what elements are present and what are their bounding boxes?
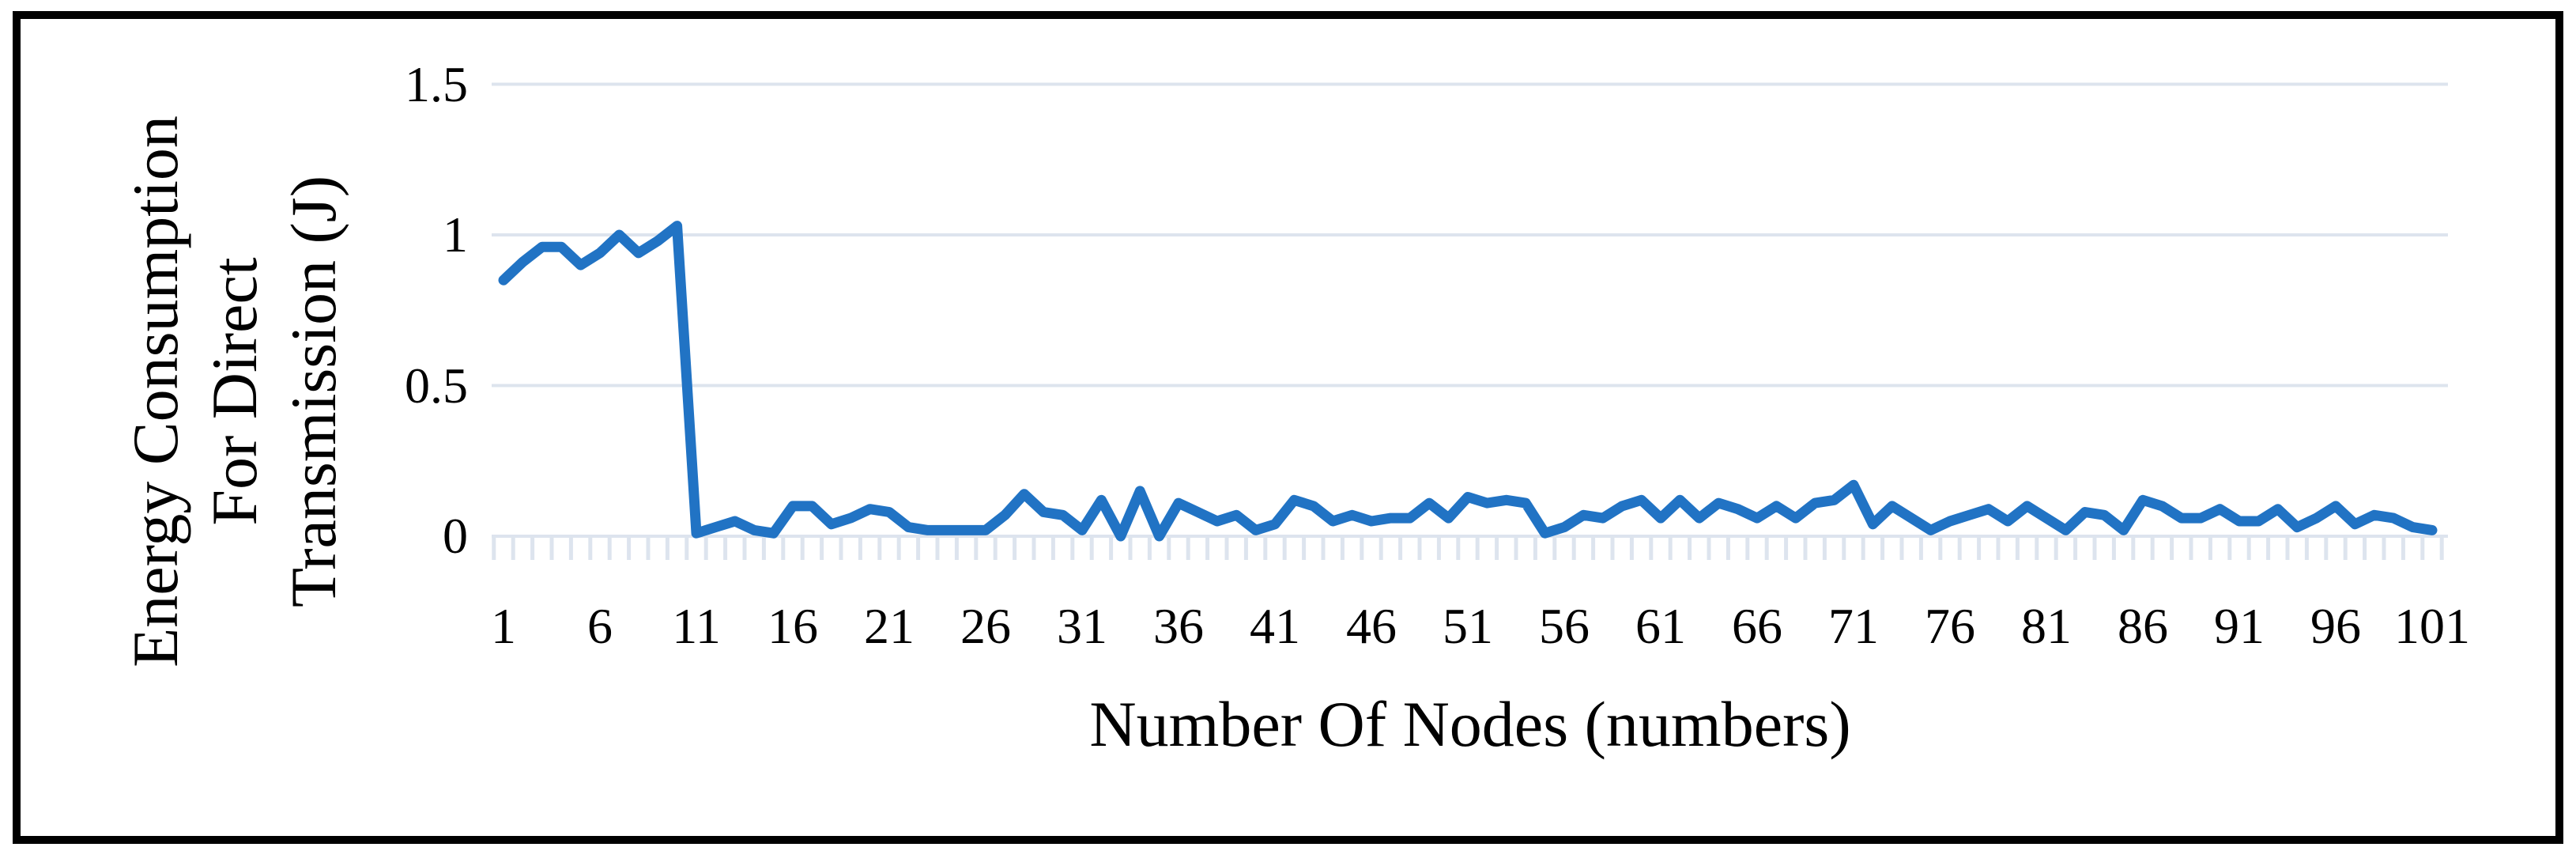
x-tick-label-21: 21 [864,598,915,654]
figure-border [13,11,2563,844]
x-tick-label-91: 91 [2214,598,2265,654]
y-tick-label-1: 1 [443,206,468,263]
y-tick-label-1.5: 1.5 [405,55,468,112]
x-tick-label-16: 16 [768,598,818,654]
x-tick-label-81: 81 [2021,598,2072,654]
x-tick-label-36: 36 [1153,598,1204,654]
x-tick-label-46: 46 [1346,598,1397,654]
y-axis-title-line2: For Direct [198,257,270,526]
x-tick-label-26: 26 [960,598,1011,654]
y-axis-title-line3: Transmission (J) [277,176,349,608]
x-tick-label-66: 66 [1732,598,1782,654]
x-tick-label-11: 11 [672,598,721,654]
series-line-energy-direct-transmission [498,221,2438,542]
x-tick-label-101: 101 [2394,598,2470,654]
x-axis-ticks [492,538,2444,560]
x-tick-label-96: 96 [2310,598,2361,654]
x-tick-label-76: 76 [1925,598,1975,654]
y-tick-label-0: 0 [443,508,468,564]
y-axis-title-line1: Energy Consumption [119,115,191,667]
x-tick-label-31: 31 [1057,598,1107,654]
y-axis-title: Energy Consumption For Direct Transmissi… [116,0,353,866]
x-tick-label-1: 1 [491,598,516,654]
x-tick-label-86: 86 [2118,598,2168,654]
x-tick-label-6: 6 [587,598,613,654]
y-tick-label-0.5: 0.5 [405,357,468,414]
x-axis-title: Number Of Nodes (numbers) [1089,688,1851,760]
x-tick-label-41: 41 [1250,598,1300,654]
x-tick-label-71: 71 [1828,598,1879,654]
x-tick-label-61: 61 [1635,598,1686,654]
x-tick-label-51: 51 [1443,598,1493,654]
x-tick-label-56: 56 [1539,598,1590,654]
gridlines [492,82,2448,538]
